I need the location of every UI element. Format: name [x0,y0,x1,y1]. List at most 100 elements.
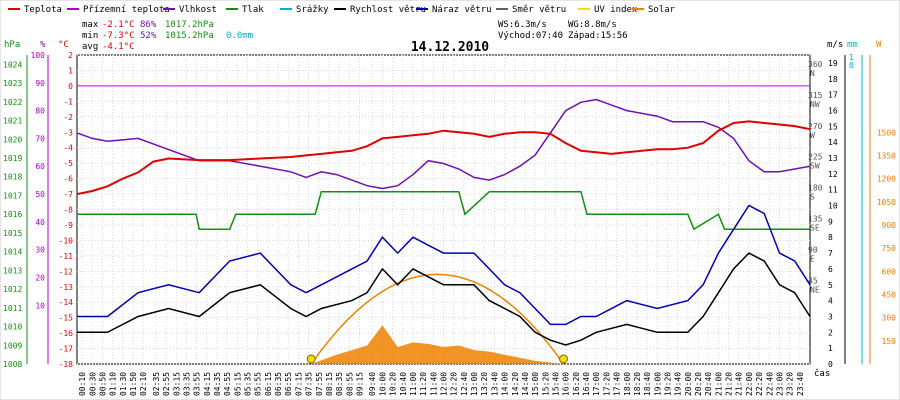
time-tick: 19:40 [674,372,683,396]
time-tick: 15:20 [541,372,550,396]
stat-max-press: 1017.2hPa [165,20,214,30]
direction-degree: 180 [808,184,823,193]
temp-tick: -13 [59,283,74,292]
legend-label: Tlak [242,5,264,15]
pressure-tick: 1018 [3,173,22,182]
time-tick: 08:15 [325,372,334,396]
direction-degree: 135 [808,215,823,224]
unit-hpa: hPa [4,40,20,50]
direction-degree: 45 [808,276,818,285]
solar-tick: 1500 [877,128,896,137]
solar-tick: 1050 [877,198,896,207]
wind-speed-line [77,252,811,346]
wind-tick: 18 [828,75,838,84]
chart-title: 14.12.2010 [411,40,489,55]
time-tick: 15:00 [531,372,540,396]
temp-tick: -10 [59,236,74,245]
solar-area [311,325,564,364]
time-tick: 21:00 [714,372,723,396]
solar-tick: 750 [882,244,897,253]
time-tick: 09:15 [356,372,365,396]
solar-tick: 450 [882,290,897,299]
humidity-tick: 60 [35,162,45,171]
sunrise-marker [306,354,316,364]
direction-label: SW [810,162,820,171]
humidity-tick: 30 [35,246,45,255]
time-tick: 01:10 [109,372,118,396]
pressure-tick: 1022 [3,98,22,107]
time-tick: 13:40 [490,372,499,396]
time-tick: 16:20 [572,372,581,396]
direction-label: W [810,131,815,140]
time-tick: 20:40 [704,372,713,396]
direction-label: S [810,193,815,202]
time-tick: 12:20 [450,372,459,396]
wind-tick: 15 [828,122,838,131]
wind-tick: 2 [828,328,833,337]
pressure-tick: 1016 [3,210,22,219]
pressure-tick: 1009 [3,341,22,350]
pressure-tick: 1015 [3,229,22,238]
time-tick: 05:35 [244,372,253,396]
time-tick: 21:40 [735,372,744,396]
stat-min-press: 1015.2hPa [165,31,214,41]
time-tick: 19:00 [653,372,662,396]
time-tick: 07:15 [294,372,303,396]
time-tick: 03:55 [193,372,202,396]
time-tick: 11:20 [419,372,428,396]
time-tick: 18:00 [623,372,632,396]
solar-tick: 150 [882,337,897,346]
wind-tick: 14 [828,138,838,147]
temp-tick: -9 [63,221,73,230]
temp-tick: -12 [59,267,74,276]
wind-tick: 6 [828,265,833,274]
humidity-tick: 90 [35,79,45,88]
humidity-tick: 80 [35,107,45,116]
time-tick: 13:20 [480,372,489,396]
stat-avg-temp: -4.1°C [102,42,135,52]
temp-tick: -14 [59,298,74,307]
time-tick: 06:35 [274,372,283,396]
solar-tick: 900 [882,221,897,230]
pressure-tick: 1021 [3,117,22,126]
time-tick: 20:00 [684,372,693,396]
temp-tick: -7 [63,190,73,199]
stat-min-hum: 52% [140,31,157,41]
time-tick: 00:50 [98,372,107,396]
pressure-line [77,190,810,231]
stat-max-rain: 0.0mm [226,31,253,41]
wind-tick: 1 [828,344,833,353]
stats-panel: max -2.1°C 86% 1017.2hPa 0.0mm min -7.3°… [82,20,628,52]
stat-avg-label: avg [82,42,98,52]
time-tick: 02:35 [152,372,161,396]
sunset-marker [559,354,569,364]
time-tick: 22:00 [745,372,754,396]
time-tick: 10:00 [378,372,387,396]
time-tick: 23:00 [775,372,784,396]
stat-sunset: Západ:15:56 [568,31,628,41]
temp-tick: 2 [68,51,73,60]
time-tick: 19:20 [663,372,672,396]
direction-label: NW [810,100,820,109]
time-tick: 00:30 [88,372,97,396]
pressure-tick: 1019 [3,154,22,163]
temp-tick: 1 [68,66,73,75]
wind-tick: 4 [828,297,833,306]
unit-ms: m/s [827,40,843,50]
unit-w: W [876,40,882,50]
time-tick: 07:55 [315,372,324,396]
time-tick: 01:30 [119,372,128,396]
time-tick: 07:35 [305,372,314,396]
time-tick: 21:20 [725,372,734,396]
humidity-tick: 40 [35,218,45,227]
stat-ws: WS:6.3m/s [498,20,547,30]
wind-tick: 7 [828,249,833,258]
time-tick: 06:15 [264,372,273,396]
time-tick: 14:40 [521,372,530,396]
time-tick: 02:55 [162,372,171,396]
wind-tick: 11 [828,186,838,195]
temp-tick: -4 [63,144,73,153]
wind-tick: 10 [828,202,838,211]
